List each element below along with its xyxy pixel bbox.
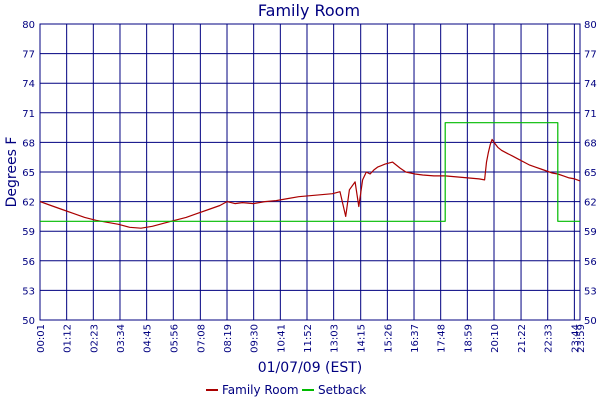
y-tick-label: 59 [22,227,35,238]
y-tick-label-right: 53 [584,286,597,297]
x-tick-label: 04:45 [143,324,154,353]
x-tick-label: 20:10 [490,324,501,353]
y-tick-label-right: 50 [584,316,597,327]
x-tick-label: 10:41 [276,324,287,353]
x-tick-label: 03:34 [116,324,127,353]
plot-border [39,23,581,321]
y-tick-label-right: 59 [584,227,597,238]
series-line-family-room [39,138,581,229]
y-tick-label: 53 [22,286,35,297]
y-tick-label-right: 71 [584,109,597,120]
x-tick-label: 13:03 [330,324,341,353]
y-tick-label: 77 [22,50,35,61]
y-tick-label-right: 80 [584,20,597,31]
x-tick-label: 02:23 [89,324,100,353]
y-tick-label-right: 74 [584,79,597,90]
legend-label: Family Room [222,383,299,397]
x-tick-label: 08:19 [223,324,234,353]
series-layer [39,122,581,229]
x-tick-label: 07:08 [196,324,207,353]
x-tick-label: 16:37 [410,324,421,353]
y-tick-label: 65 [22,168,35,179]
legend-label: Setback [318,383,366,397]
y-tick-label: 62 [22,198,35,209]
y-tick-label: 74 [22,79,35,90]
y-tick-label-right: 65 [584,168,597,179]
x-tick-label: 14:15 [357,324,368,353]
y-tick-label-right: 68 [584,138,597,149]
x-tick-label: 22:33 [544,324,555,353]
chart-title: Family Room [258,1,360,20]
x-axis-title: 01/07/09 (EST) [258,360,363,376]
y-tick-label-right: 77 [584,50,597,61]
y-tick-label: 68 [22,138,35,149]
x-tick-label: 23:59 [576,324,587,353]
x-tick-label: 15:26 [383,324,394,353]
y-tick-label-right: 56 [584,257,597,268]
series-line-setback [40,122,580,222]
y-axis-right: 50 53 56 59 62 65 68 71 74 77 80 [584,20,597,327]
y-tick-label: 50 [22,316,35,327]
x-tick-label: 23:44 [570,324,581,353]
y-axis-title: Degrees F [4,137,20,208]
x-tick-label: 18:59 [463,324,474,353]
plot-frame [39,23,581,321]
x-axis: 00:01 01:12 02:23 03:34 04:45 05:56 07:08 08:19… [36,324,587,353]
y-tick-label: 56 [22,257,35,268]
x-tick-label: 09:30 [250,324,261,353]
x-tick-label: 05:56 [169,324,180,353]
grid [39,23,581,321]
y-axis-left: 50 53 56 59 62 65 68 71 74 77 80 [22,20,35,327]
x-tick-label: 21:22 [517,324,528,353]
legend: Family Room Setback [206,383,366,397]
x-tick-label: 00:01 [36,324,47,353]
x-tick-label: 17:48 [437,324,448,353]
x-tick-label: 01:12 [63,324,74,353]
y-tick-label: 71 [22,109,35,120]
y-tick-label-right: 62 [584,198,597,209]
y-tick-label: 80 [22,20,35,31]
x-tick-label: 11:52 [303,324,314,353]
